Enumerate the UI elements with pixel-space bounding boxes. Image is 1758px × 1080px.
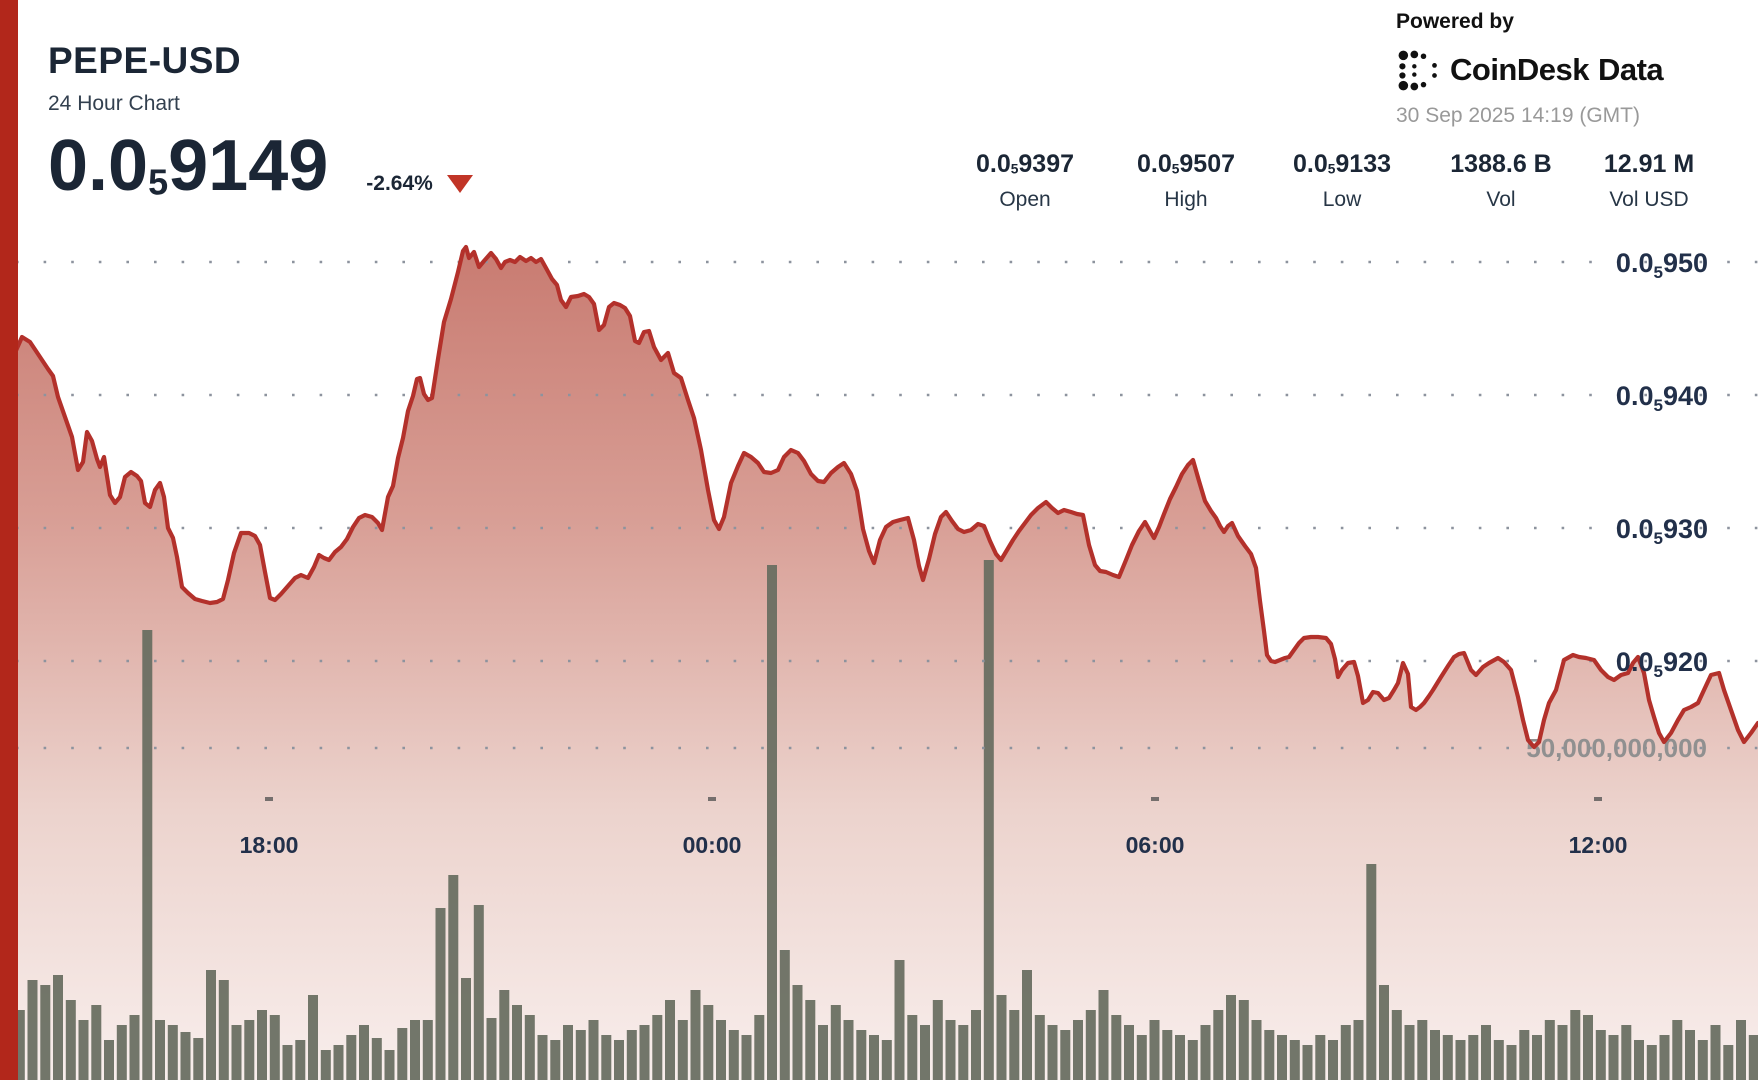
stat-label: Open [999, 188, 1051, 211]
price-axis-label: 0.05920 [1616, 647, 1708, 681]
volume-axis-label: 50,000,000,000 [1526, 733, 1707, 763]
stat-value: 0.059133 [1292, 150, 1392, 178]
time-axis-label: 06:00 [1125, 832, 1185, 858]
powered-by-label: Powered by [1396, 10, 1514, 33]
chart-timestamp: 30 Sep 2025 14:19 (GMT) [1396, 104, 1640, 127]
current-price-row: 0.059149 -2.64% [48, 130, 473, 202]
time-tick-mark [1594, 797, 1602, 801]
brand-coindesk: CoinDesk [1450, 52, 1589, 87]
time-tick-mark [1151, 797, 1159, 801]
price-area-fill [14, 247, 1758, 1080]
stat-value: 0.059397 [975, 150, 1075, 178]
price-change-percent: -2.64% [366, 172, 433, 195]
volume-bars [2, 560, 1758, 1080]
stat-value: 0.059507 [1136, 150, 1236, 178]
price-axis-label: 0.05930 [1616, 514, 1708, 548]
stat-low: 0.059133 Low [1257, 150, 1427, 212]
stat-label: Low [1322, 188, 1362, 211]
price-axis-label: 0.05940 [1616, 381, 1708, 415]
stat-volume: 1388.6 B Vol [1416, 150, 1586, 212]
price-axis-label: 0.05950 [1616, 248, 1708, 282]
chart-subtitle: 24 Hour Chart [48, 92, 180, 115]
price-change-wrap: -2.64% [366, 172, 473, 196]
price-main: 9149 [168, 126, 329, 206]
brand-data: Data [1597, 52, 1664, 87]
left-accent-bar [0, 0, 18, 1080]
stat-high: 0.059507 High [1101, 150, 1271, 212]
price-subscript: 5 [148, 161, 169, 203]
time-axis-label: 00:00 [682, 832, 742, 858]
stat-label: Vol USD [1609, 188, 1689, 211]
price-line [11, 244, 1758, 750]
coindesk-logo-icon [1398, 50, 1437, 91]
price-prefix: 0.0 [48, 126, 149, 206]
current-price: 0.059149 [48, 130, 328, 202]
stat-label: High [1164, 188, 1208, 211]
stat-value: 12.91 M [1603, 150, 1695, 178]
page-title: PEPE-USD [48, 40, 242, 81]
stat-value: 1388.6 B [1450, 150, 1552, 178]
coindesk-data-logo[interactable]: CoinDesk Data [1396, 48, 1664, 92]
stat-volume-usd: 12.91 M Vol USD [1564, 150, 1734, 212]
time-tick-mark [265, 797, 273, 801]
time-axis-label: 18:00 [239, 832, 299, 858]
powered-by-block: Powered by CoinDesk [1396, 10, 1664, 128]
stat-label: Vol [1486, 188, 1516, 211]
time-axis-label: 12:00 [1568, 832, 1628, 858]
arrow-down-icon [446, 175, 473, 193]
stat-open: 0.059397 Open [940, 150, 1110, 212]
time-tick-mark [708, 797, 716, 801]
